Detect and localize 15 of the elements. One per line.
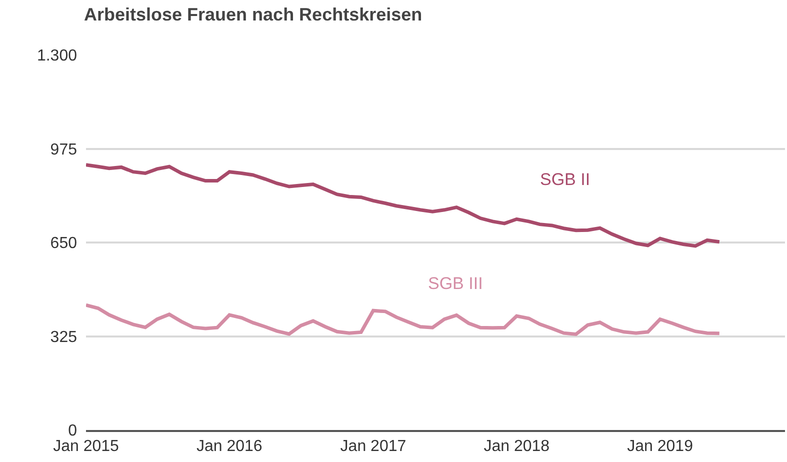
x-tick-label: Jan 2018 (484, 438, 550, 456)
line-series (86, 163, 722, 248)
line-series (86, 303, 722, 336)
y-tick-label: 650 (50, 235, 78, 252)
y-tick-label: 0 (68, 422, 78, 440)
y-tick-label: 1.300 (36, 48, 78, 65)
text: SGB II (540, 170, 590, 189)
series-label: SGB III (428, 274, 483, 293)
chart-title: Arbeitslose Frauen nach Rechtskreisen (84, 4, 422, 25)
x-tick-label: Jan 2016 (196, 438, 262, 456)
y-tick-label: 975 (50, 141, 78, 158)
x-tick-label: Jan 2019 (627, 438, 694, 456)
y-tick-label: 325 (50, 328, 78, 346)
x-tick-label: Jan 2017 (340, 438, 406, 456)
x-tick-label: Jan 2015 (53, 438, 120, 456)
